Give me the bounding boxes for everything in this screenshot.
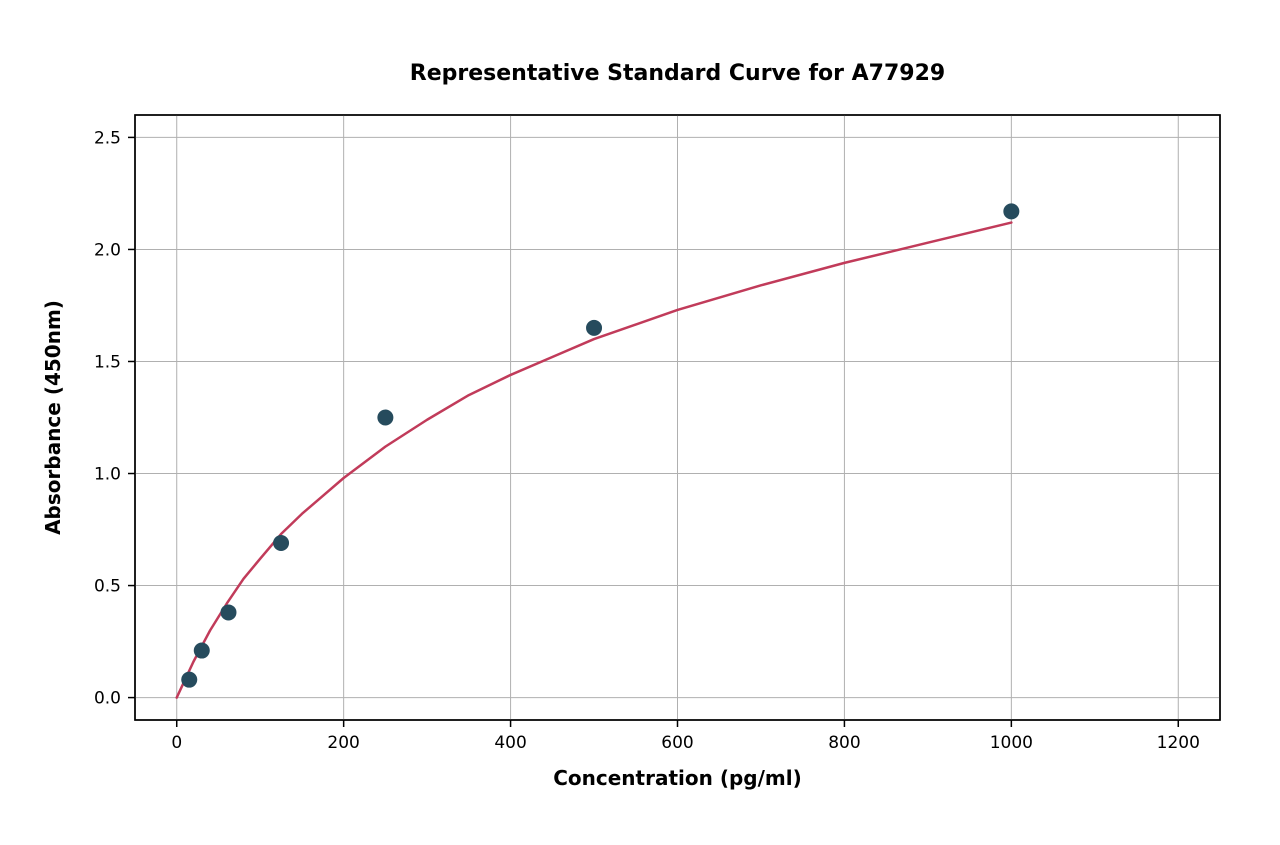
x-tick-label: 1200 <box>1157 733 1200 753</box>
y-axis-label: Absorbance (450nm) <box>41 300 65 535</box>
x-tick-label: 1000 <box>990 733 1033 753</box>
data-point <box>1003 203 1019 219</box>
x-tick-label: 200 <box>327 733 359 753</box>
chart-svg: 0 200 400 600 800 1000 1200 0.0 0.5 1.0 1.5 2.0 2.5 R… <box>0 0 1280 845</box>
x-axis-label: Concentration (pg/ml) <box>553 766 802 790</box>
data-point <box>586 320 602 336</box>
x-tick-label: 800 <box>828 733 860 753</box>
y-tick-label: 2.5 <box>94 128 121 148</box>
y-tick-label: 1.0 <box>94 465 121 485</box>
data-point <box>181 672 197 688</box>
chart-title: Representative Standard Curve for A77929 <box>410 61 945 86</box>
y-tick-label: 2.0 <box>94 240 121 260</box>
data-point <box>194 643 210 659</box>
data-point <box>377 410 393 426</box>
chart-container: 0 200 400 600 800 1000 1200 0.0 0.5 1.0 1.5 2.0 2.5 R… <box>0 0 1280 845</box>
x-tick-label: 400 <box>494 733 526 753</box>
y-tick-label: 0.0 <box>94 689 121 709</box>
data-point <box>273 535 289 551</box>
data-point <box>220 604 236 620</box>
chart-background <box>0 0 1280 845</box>
y-tick-label: 1.5 <box>94 352 121 372</box>
x-tick-label: 600 <box>661 733 693 753</box>
x-tick-label: 0 <box>171 733 182 753</box>
y-tick-label: 0.5 <box>94 577 121 597</box>
